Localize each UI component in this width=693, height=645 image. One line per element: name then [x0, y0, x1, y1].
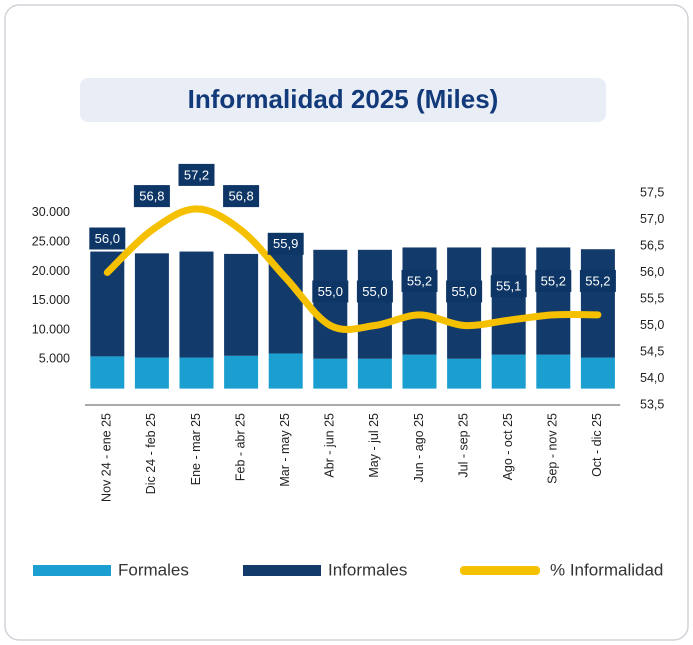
data-label-box [579, 269, 616, 292]
data-label: 55,0 [362, 284, 387, 299]
x-tick-label: Feb - abr 25 [233, 413, 247, 481]
data-label-box [312, 280, 349, 303]
data-label: 55,9 [273, 236, 298, 251]
data-label-box [178, 163, 215, 186]
data-label: 56,8 [139, 189, 164, 204]
data-label: 55,1 [496, 279, 521, 294]
bar-segment [491, 354, 526, 389]
y2-tick-label: 57,5 [640, 185, 664, 199]
data-label-box [356, 280, 393, 303]
y2-tick-label: 55,0 [640, 318, 664, 332]
x-tick-label: Dic 24 - feb 25 [144, 413, 158, 494]
data-label-box [267, 232, 304, 255]
data-label-box [446, 280, 483, 303]
bar-segment [313, 249, 348, 359]
bar-segment [134, 357, 169, 389]
bar-segment [580, 249, 615, 358]
data-label: 55,2 [407, 273, 432, 288]
legend-swatch [243, 565, 321, 576]
bar-segment [179, 251, 214, 358]
bar-segment [224, 253, 259, 356]
data-label-box [490, 275, 527, 298]
y-tick-label: 5.000 [39, 352, 70, 366]
data-label: 56,8 [228, 189, 253, 204]
y2-tick-label: 53,5 [640, 397, 664, 411]
bar-segment [536, 354, 571, 389]
bar-segment [402, 354, 437, 389]
bar-segment [268, 353, 303, 389]
data-label: 56,0 [95, 231, 120, 246]
bar-segment [447, 358, 482, 389]
x-tick-label: Mar - may 25 [278, 413, 292, 487]
y2-tick-label: 56,5 [640, 238, 664, 252]
data-label-box [535, 269, 572, 292]
legend-label: % Informalidad [550, 560, 663, 579]
bar-segment [90, 251, 125, 357]
legend-label: Informales [328, 560, 407, 579]
y-tick-label: 15.000 [32, 293, 70, 307]
data-label-box [223, 185, 260, 208]
x-tick-label: Ene - mar 25 [189, 413, 203, 485]
bar-segment [90, 356, 125, 389]
y-tick-label: 10.000 [32, 322, 70, 336]
y2-tick-label: 54,5 [640, 344, 664, 358]
y2-tick-label: 55,5 [640, 291, 664, 305]
bar-segment [357, 358, 392, 389]
bar-segment [402, 247, 437, 355]
x-tick-label: Oct - dic 25 [590, 413, 604, 477]
bar-segment [134, 253, 169, 358]
x-tick-label: May - jul 25 [367, 413, 381, 478]
chart-title: Informalidad 2025 (Miles) [188, 84, 499, 114]
bar-segment [447, 247, 482, 359]
bar-segment [224, 355, 259, 389]
y-tick-label: 20.000 [32, 264, 70, 278]
bar-segment [179, 357, 214, 389]
y2-tick-label: 54,0 [640, 371, 664, 385]
bar-segment [580, 357, 615, 389]
x-tick-label: Jul - sep 25 [456, 413, 470, 478]
data-label: 57,2 [184, 167, 209, 182]
y-tick-label: 25.000 [32, 234, 70, 248]
data-label: 55,0 [451, 284, 476, 299]
data-label: 55,2 [585, 273, 610, 288]
x-tick-label: Ago - oct 25 [501, 413, 515, 480]
title-pill [80, 78, 606, 122]
data-label-box [401, 269, 438, 292]
data-label-box [133, 185, 170, 208]
x-tick-label: Jun - ago 25 [412, 413, 426, 483]
y-tick-label: 30.000 [32, 205, 70, 219]
legend-swatch [460, 566, 540, 575]
x-tick-label: Nov 24 - ene 25 [100, 413, 114, 502]
data-label-box [89, 227, 126, 250]
x-tick-label: Sep - nov 25 [546, 413, 560, 484]
bar-segment [536, 247, 571, 355]
x-tick-label: Abr - jun 25 [323, 413, 337, 478]
line [103, 205, 602, 333]
bar-segment [357, 249, 392, 359]
bar-segment [313, 358, 348, 389]
bar-segment [491, 247, 526, 355]
legend-swatch [33, 565, 111, 576]
data-label: 55,2 [541, 273, 566, 288]
legend-label: Formales [118, 560, 189, 579]
data-label: 55,0 [318, 284, 343, 299]
y2-tick-label: 56,0 [640, 265, 664, 279]
y2-tick-label: 57,0 [640, 212, 664, 226]
